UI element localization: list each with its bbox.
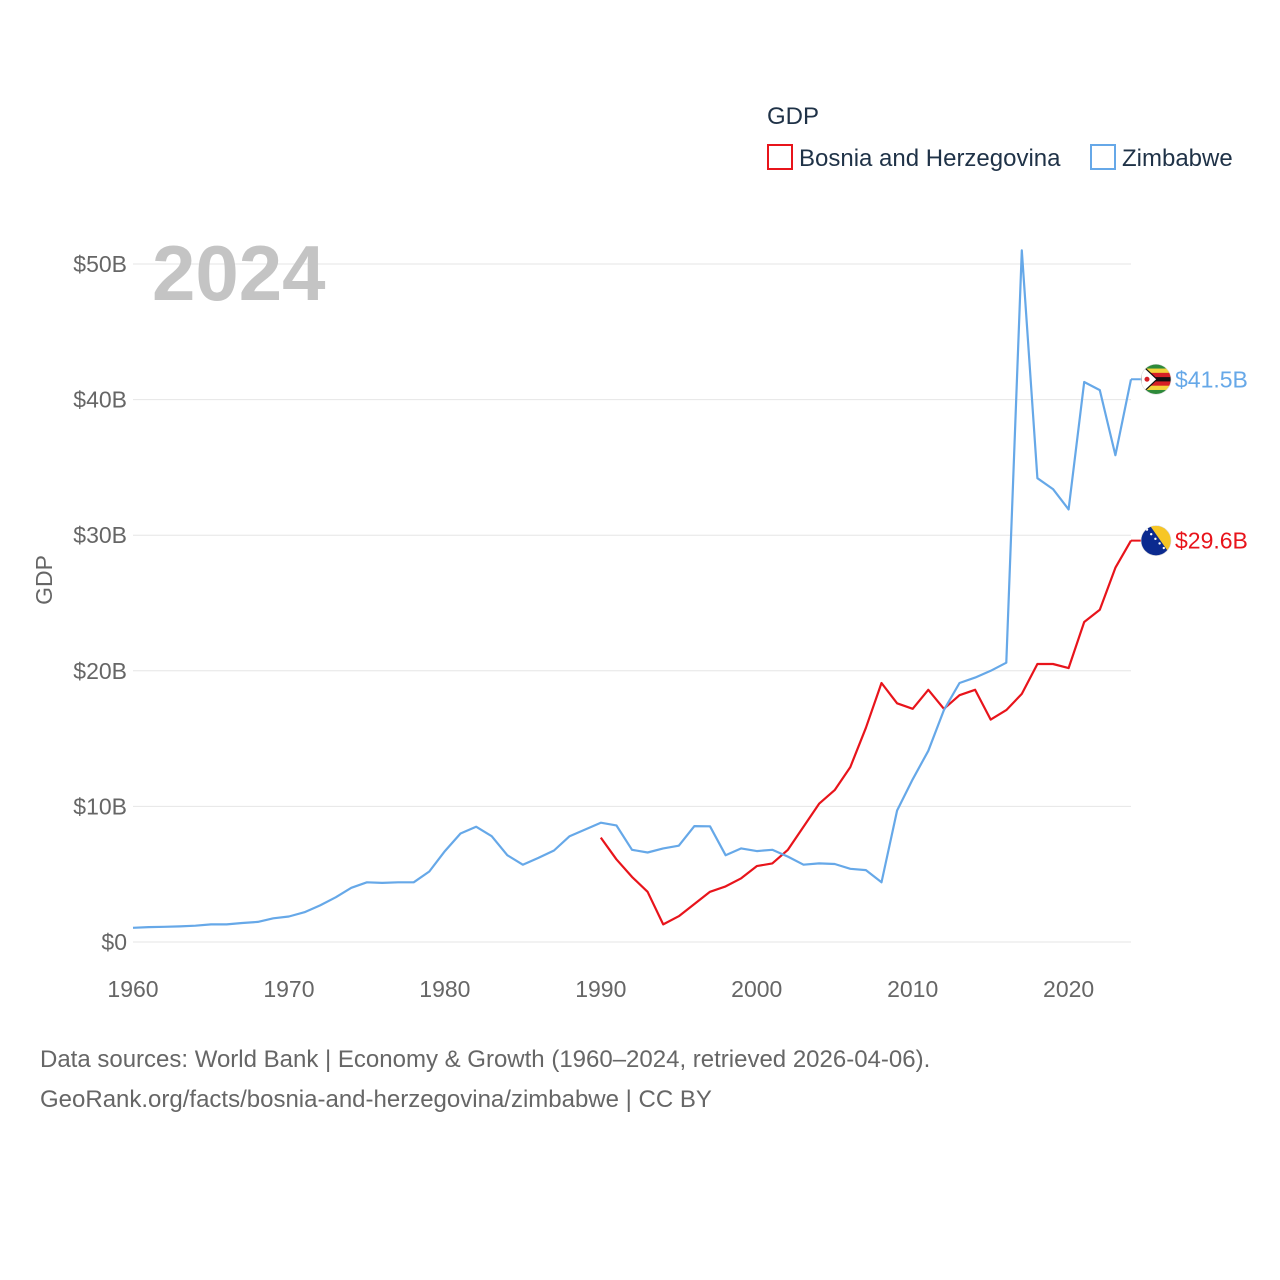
bosnia-flag-icon [1140,525,1172,556]
legend: GDP Bosnia and Herzegovina Zimbabwe [767,103,1233,172]
legend-item-bosnia[interactable]: Bosnia and Herzegovina [767,144,1061,172]
y-tick-label: $30B [73,522,127,548]
legend-swatch-bosnia [767,144,793,170]
y-tick-label: $40B [73,387,127,413]
x-tick-label: 1960 [107,976,158,1002]
y-tick-label: $10B [73,793,127,819]
y-tick-label: $50B [73,251,127,277]
x-tick-label: 1990 [575,976,626,1002]
legend-label-zimbabwe: Zimbabwe [1122,145,1233,172]
legend-item-zimbabwe[interactable]: Zimbabwe [1090,144,1233,172]
x-axis-ticks: 1960 1970 1980 1990 2000 2010 2020 [107,976,1094,1002]
y-axis-label: GDP [31,555,57,605]
x-tick-label: 2000 [731,976,782,1002]
x-tick-label: 2010 [887,976,938,1002]
year-overlay: 2024 [152,229,326,317]
source-link[interactable]: GeoRank.org/facts/bosnia-and-herzegovina… [40,1086,712,1113]
x-tick-label: 1970 [263,976,314,1002]
x-tick-label: 2020 [1043,976,1094,1002]
end-value-label: $29.6B [1175,528,1248,554]
legend-title: GDP [767,103,819,130]
y-tick-label: $0 [101,929,127,955]
source-line: Data sources: World Bank | Economy & Gro… [40,1046,931,1073]
zimbabwe-flag-icon [1140,363,1172,395]
x-tick-label: 1980 [419,976,470,1002]
legend-label-bosnia: Bosnia and Herzegovina [799,145,1061,172]
grid-lines [133,263,1131,943]
y-tick-label: $20B [73,658,127,684]
end-value-label: $41.5B [1175,366,1248,392]
end-markers: $29.6B $41.5B [1131,363,1248,556]
y-axis-ticks: $0 $10B $20B $30B $40B $50B [73,251,127,955]
series-line-zimbabwe[interactable] [132,249,1133,929]
series-line-bosnia[interactable] [599,540,1132,926]
legend-swatch-zimbabwe [1090,144,1116,170]
series-layer [132,249,1133,929]
